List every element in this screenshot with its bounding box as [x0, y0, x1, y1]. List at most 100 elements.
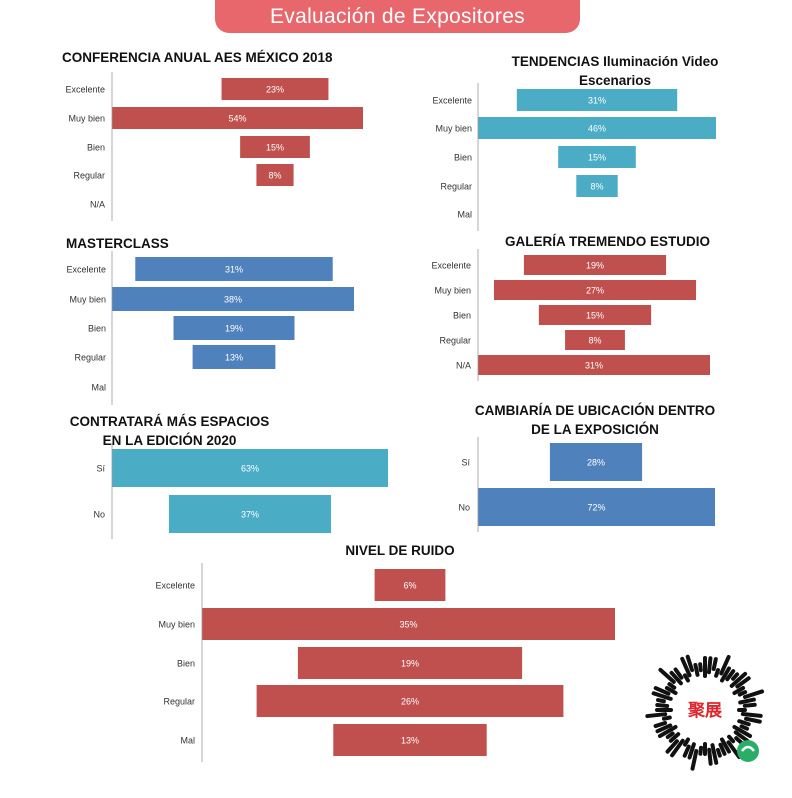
bar — [240, 136, 310, 158]
bar — [558, 146, 636, 168]
bar — [478, 117, 716, 139]
data-label: 26% — [401, 697, 419, 707]
category-label: Regular — [73, 171, 105, 181]
bar — [135, 257, 333, 281]
category-label: Bien — [88, 324, 106, 334]
category-label: No — [93, 510, 105, 520]
bar — [192, 345, 276, 369]
qr-code-icon: 聚展 — [645, 654, 765, 771]
chart-title-contratara: CONTRATARÁ MÁS ESPACIOS EN LA EDICIÓN 20… — [52, 412, 287, 450]
wechat-icon — [737, 740, 759, 762]
data-label: 35% — [399, 620, 417, 630]
qr-label: 聚展 — [687, 701, 722, 721]
data-label: 72% — [587, 503, 605, 513]
bar — [549, 443, 643, 481]
chart-title-tendencias: TENDENCIAS Iluminación Video Escenarios — [470, 52, 760, 90]
bar — [478, 355, 710, 375]
data-label: 8% — [588, 336, 601, 346]
data-label: 6% — [403, 581, 416, 591]
category-label: No — [458, 503, 470, 513]
chart-title-nivel-ruido: NIVEL DE RUIDO — [320, 541, 480, 560]
bar — [516, 89, 678, 111]
category-label: Regular — [439, 336, 471, 346]
funnel-chart-6: Excelente 6% Muy bien 35% Bien 19% Regular 26% M… — [155, 563, 615, 762]
category-label: Muy bien — [434, 286, 471, 296]
category-label: Regular — [163, 697, 195, 707]
bar — [374, 569, 446, 601]
category-label: Bien — [453, 311, 471, 321]
data-label: 37% — [241, 510, 259, 520]
category-label: N/A — [456, 361, 471, 371]
category-label: Mal — [91, 383, 106, 393]
category-label: Muy bien — [69, 295, 106, 305]
chart-title-galeria: GALERÍA TREMENDO ESTUDIO — [470, 232, 745, 251]
title-line: CAMBIARÍA DE UBICACIÓN DENTRO — [474, 403, 716, 418]
data-label: 19% — [225, 324, 243, 334]
category-label: Muy bien — [435, 124, 472, 134]
data-label: 27% — [586, 286, 604, 296]
bar — [256, 685, 564, 717]
category-label: Bien — [177, 659, 195, 669]
category-label: Muy bien — [158, 620, 195, 630]
data-label: 38% — [224, 295, 242, 305]
bar — [202, 608, 615, 640]
category-label: Sí — [461, 458, 470, 468]
data-label: 19% — [401, 659, 419, 669]
category-label: Excelente — [155, 581, 195, 591]
bar — [112, 107, 363, 129]
bar — [333, 724, 487, 756]
data-label: 31% — [225, 265, 243, 275]
data-label: 46% — [588, 124, 606, 134]
category-label: Excelente — [431, 261, 471, 271]
title-line: CONTRATARÁ MÁS ESPACIOS — [69, 414, 270, 429]
data-label: 31% — [585, 361, 603, 371]
bar — [221, 78, 329, 100]
chart-title-masterclass: MASTERCLASS — [66, 234, 226, 253]
category-label: Bien — [87, 143, 105, 153]
funnel-chart-2: Excelente 31% Muy bien 38% Bien 19% Regular 13%… — [66, 251, 354, 405]
title-line: TENDENCIAS Iluminación Video — [511, 54, 719, 69]
chart-title-conferencia: CONFERENCIA ANUAL AES MÉXICO 2018 — [62, 48, 334, 67]
category-label: N/A — [90, 200, 105, 210]
category-label: Excelente — [65, 85, 105, 95]
bar — [168, 495, 332, 533]
bar — [112, 449, 388, 487]
data-label: 15% — [266, 143, 284, 153]
funnel-chart-5: Sí 28% No 72% — [458, 437, 715, 532]
data-label: 19% — [586, 261, 604, 271]
page-banner: Evaluación de Expositores — [215, 0, 580, 33]
data-label: 54% — [228, 114, 246, 124]
bar — [256, 164, 294, 186]
funnel-chart-4: Sí 63% No 37% — [93, 443, 388, 539]
category-label: Bien — [454, 153, 472, 163]
bar — [565, 330, 625, 350]
bar — [576, 175, 618, 197]
funnel-chart-1: Excelente 31% Muy bien 46% Bien 15% Regular 8% M… — [432, 83, 716, 231]
data-label: 8% — [268, 171, 281, 181]
category-label: Regular — [440, 182, 472, 192]
bar — [493, 280, 697, 300]
funnel-chart-0: Excelente 23% Muy bien 54% Bien 15% Regular 8% N… — [65, 72, 363, 221]
data-label: 23% — [266, 85, 284, 95]
category-label: Regular — [74, 353, 106, 363]
category-label: Mal — [457, 210, 472, 220]
bar — [112, 287, 354, 311]
title-line: MASTERCLASS — [66, 236, 169, 251]
bar — [538, 305, 652, 325]
category-label: Excelente — [66, 265, 106, 275]
category-label: Sí — [96, 464, 105, 474]
title-line: EN LA EDICIÓN 2020 — [102, 433, 237, 448]
data-label: 15% — [588, 153, 606, 163]
title-line: NIVEL DE RUIDO — [345, 543, 455, 558]
title-line: CONFERENCIA ANUAL AES MÉXICO 2018 — [62, 50, 333, 65]
bar — [478, 488, 715, 526]
bar — [297, 647, 523, 679]
data-label: 28% — [587, 458, 605, 468]
bar — [173, 316, 295, 340]
banner-title: Evaluación de Expositores — [270, 4, 525, 28]
data-label: 15% — [586, 311, 604, 321]
title-line: GALERÍA TREMENDO ESTUDIO — [504, 234, 710, 249]
title-line: DE LA EXPOSICIÓN — [531, 422, 659, 437]
bar — [523, 255, 667, 275]
